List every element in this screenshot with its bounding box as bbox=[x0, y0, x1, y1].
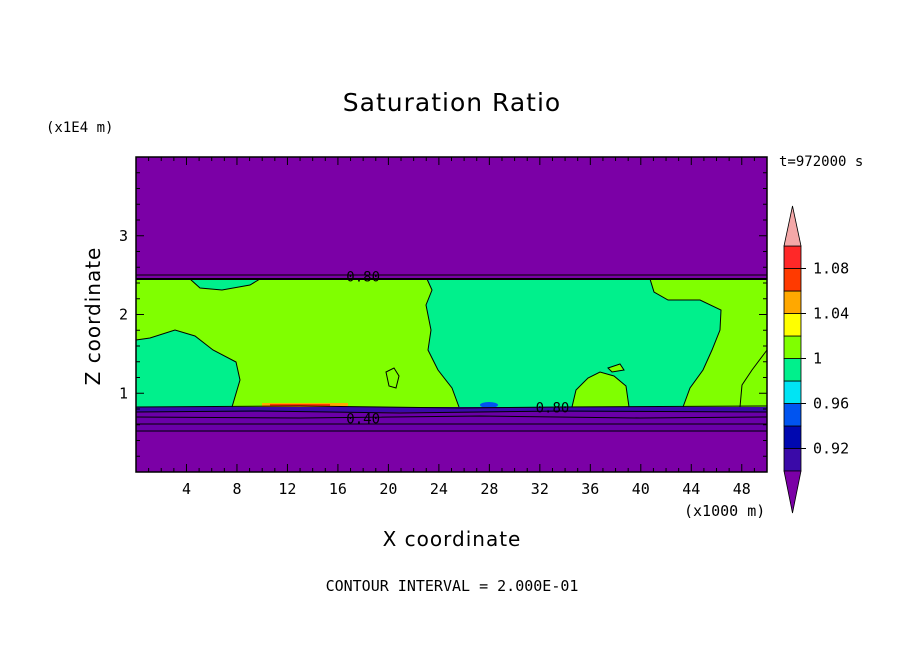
contour-interval-label: CONTOUR INTERVAL = 2.000E-01 bbox=[325, 577, 579, 595]
chart-title: Saturation Ratio bbox=[342, 88, 562, 117]
fill-region-band1 bbox=[136, 407, 767, 412]
fill-region-green-blob2 bbox=[608, 364, 624, 372]
fill-region-blue-patch bbox=[480, 402, 498, 408]
y-tick-label: 1 bbox=[119, 384, 128, 402]
contour-lines bbox=[135, 274, 768, 432]
contour-line-blob1 bbox=[385, 367, 400, 389]
colorbar-band bbox=[783, 245, 802, 269]
contour-label: 0.80 bbox=[346, 270, 380, 286]
colorbar-band bbox=[783, 268, 802, 292]
colorbar: 0.92 0.96 1 1.04 1.08 bbox=[783, 205, 849, 514]
contour-line-base1 bbox=[135, 405, 768, 409]
fill-region-band2 bbox=[136, 412, 767, 432]
x-tick-label: 8 bbox=[232, 480, 241, 498]
colorbar-band bbox=[783, 335, 802, 359]
contour-line-green-mid bbox=[571, 371, 630, 408]
fill-region-green-blob1 bbox=[386, 368, 399, 388]
y-axis-unit: (x1E4 m) bbox=[46, 120, 114, 136]
x-tick-label: 4 bbox=[182, 480, 191, 498]
x-tick-label: 28 bbox=[480, 480, 498, 498]
x-tick-label: 36 bbox=[581, 480, 599, 498]
colorbar-band bbox=[783, 403, 802, 427]
y-tick-label: 3 bbox=[119, 227, 128, 245]
x-tick-label: 12 bbox=[278, 480, 296, 498]
x-tick-label: 44 bbox=[682, 480, 700, 498]
contour-line-base2 bbox=[135, 410, 768, 414]
x-axis-unit: (x1000 m) bbox=[684, 502, 766, 520]
colorbar-band bbox=[783, 290, 802, 314]
x-tick-label: 40 bbox=[632, 480, 650, 498]
contour-label: 0.40 bbox=[346, 411, 380, 427]
contour-line-green-right bbox=[649, 278, 722, 408]
fill-region-green-mid bbox=[572, 372, 629, 407]
colorbar-band bbox=[783, 425, 802, 449]
colorbar-band bbox=[783, 448, 802, 472]
contour-line-base3 bbox=[135, 415, 768, 419]
contour-line-blob2 bbox=[607, 363, 625, 373]
colorbar-band bbox=[783, 313, 802, 337]
colorbar-tick-label: 0.92 bbox=[813, 440, 849, 458]
x-tick-label: 32 bbox=[531, 480, 549, 498]
colorbar-tick-label: 1.08 bbox=[813, 260, 849, 278]
colorbar-tick-label: 1.04 bbox=[813, 305, 849, 323]
contour-line-green-left2 bbox=[425, 278, 460, 408]
time-label: t=972000 s bbox=[779, 154, 864, 170]
x-tick-label: 16 bbox=[329, 480, 347, 498]
x-axis-label: X coordinate bbox=[382, 527, 522, 551]
colorbar-tick-label: 0.96 bbox=[813, 395, 849, 413]
colorbar-tick-label: 1 bbox=[813, 350, 822, 368]
fill-region-hot-streak bbox=[270, 404, 330, 406]
y-tick-label: 2 bbox=[119, 306, 128, 324]
contour-line-green-edge bbox=[739, 349, 768, 408]
contour-label: 0.80 bbox=[536, 400, 570, 416]
fill-region-green-left bbox=[136, 279, 459, 407]
x-tick-label: 24 bbox=[430, 480, 448, 498]
contour-line-notch bbox=[189, 278, 261, 291]
contour-labels: 0.80 0.80 0.40 bbox=[346, 270, 569, 428]
fill-region-teal-notch bbox=[190, 279, 260, 290]
x-tick-label: 48 bbox=[733, 480, 751, 498]
fill-region-green-right bbox=[650, 279, 767, 407]
colorbar-band bbox=[783, 358, 802, 382]
contour-line-green-left bbox=[135, 329, 241, 408]
contour-fill-layer bbox=[136, 157, 767, 472]
colorbar-max-triangle bbox=[783, 205, 802, 247]
colorbar-band bbox=[783, 380, 802, 404]
colorbar-min-triangle bbox=[783, 470, 802, 514]
x-tick-label: 20 bbox=[379, 480, 397, 498]
